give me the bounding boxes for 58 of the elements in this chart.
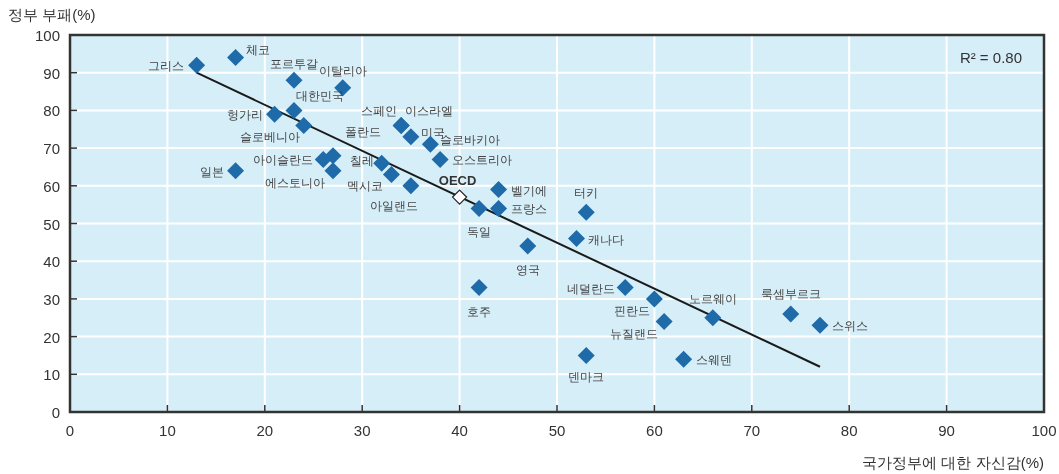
data-label: 슬로베니아 xyxy=(239,130,300,145)
x-tick-label: 60 xyxy=(646,422,663,439)
data-label: 핀란드 xyxy=(614,303,651,318)
y-tick-label: 20 xyxy=(43,328,60,346)
y-tick-label: 80 xyxy=(43,102,60,120)
data-label: 일본 xyxy=(199,164,224,179)
series-label: OECD xyxy=(438,173,477,189)
data-label: 이탈리아 xyxy=(318,63,367,78)
data-label: 영국 xyxy=(515,263,540,278)
data-label: 네덜란드 xyxy=(567,281,616,296)
data-label: 헝가리 xyxy=(226,108,263,123)
data-label: 대한민국 xyxy=(296,89,345,104)
data-label: 터키 xyxy=(574,186,599,201)
y-tick-label: 40 xyxy=(43,253,60,271)
data-label: 뉴질랜드 xyxy=(610,326,659,341)
data-label: 폴란드 xyxy=(344,124,381,139)
data-label: 스페인 xyxy=(361,104,398,119)
data-label: 그리스 xyxy=(147,59,184,74)
data-label: 오스트리아 xyxy=(452,153,513,168)
x-tick-label: 20 xyxy=(256,422,274,439)
data-label: 룩셈부르크 xyxy=(760,286,821,301)
data-label: 캐나다 xyxy=(588,232,625,247)
data-label: 덴마크 xyxy=(568,370,605,385)
x-tick-label: 80 xyxy=(840,422,858,439)
annotation: R² = 0.80 xyxy=(959,49,1022,66)
y-tick-label: 50 xyxy=(43,215,60,233)
y-tick-label: 0 xyxy=(51,404,60,421)
x-tick-label: 100 xyxy=(1031,422,1057,439)
data-label: 스위스 xyxy=(831,319,868,334)
x-axis-title: 국가정부에 대한 자신감(%) xyxy=(862,454,1044,471)
data-label: 에스토니아 xyxy=(264,175,325,190)
x-tick-label: 10 xyxy=(159,422,176,439)
data-label: 포르투갈 xyxy=(270,57,319,72)
data-label: 칠레 xyxy=(349,154,374,169)
x-tick-label: 30 xyxy=(353,422,371,439)
x-tick-label: 70 xyxy=(743,422,761,439)
data-label: 프랑스 xyxy=(510,202,547,217)
data-label: 노르웨이 xyxy=(688,291,737,306)
data-label: 이스라엘 xyxy=(405,104,454,119)
x-tick-label: 40 xyxy=(451,422,468,439)
data-label: 멕시코 xyxy=(347,179,384,194)
data-label: 아일랜드 xyxy=(369,198,418,213)
x-tick-label: 0 xyxy=(65,422,75,439)
data-label: 아이슬란드 xyxy=(253,153,314,168)
data-label: 벨기에 xyxy=(510,183,547,198)
y-tick-label: 100 xyxy=(34,27,60,44)
y-tick-label: 60 xyxy=(43,177,60,195)
data-label: 독일 xyxy=(467,225,492,240)
y-axis-title: 정부 부패(%) xyxy=(8,6,96,23)
y-tick-label: 90 xyxy=(43,64,60,82)
x-tick-label: 90 xyxy=(938,422,955,439)
y-tick-label: 10 xyxy=(43,366,60,384)
y-tick-label: 70 xyxy=(43,140,60,158)
data-label: 호주 xyxy=(467,304,492,319)
x-tick-label: 50 xyxy=(548,422,566,439)
data-label: 체코 xyxy=(245,42,270,57)
data-label: 스웨덴 xyxy=(695,353,732,368)
y-tick-label: 30 xyxy=(43,290,60,308)
